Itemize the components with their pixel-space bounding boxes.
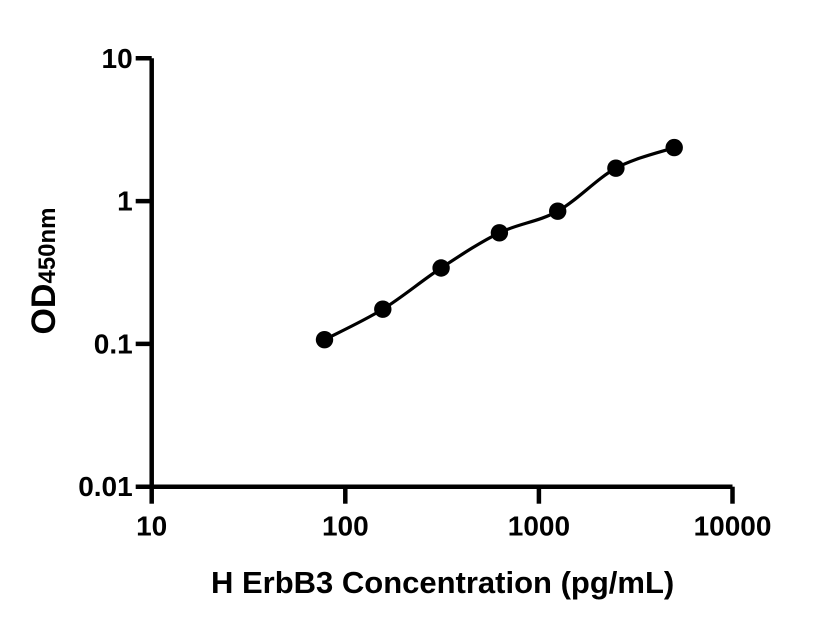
y-tick-label: 1 <box>117 186 133 217</box>
x-tick-label: 10000 <box>694 511 772 542</box>
data-series <box>315 138 683 349</box>
y-axis-title: OD450nm <box>25 207 63 334</box>
x-tick-label: 100 <box>322 511 369 542</box>
y-axis-title-main: OD <box>25 284 63 335</box>
x-tick-label: 1000 <box>508 511 570 542</box>
data-point <box>607 159 625 177</box>
x-axis-title: H ErbB3 Concentration (pg/mL) <box>211 565 674 600</box>
data-point <box>432 259 450 277</box>
y-axis-title-subscript: 450nm <box>34 207 61 283</box>
data-point <box>374 300 392 318</box>
data-point <box>665 138 683 157</box>
data-point <box>490 224 509 242</box>
y-tick-label: 10 <box>102 43 133 74</box>
y-tick-label: 0.01 <box>78 471 133 502</box>
data-point <box>315 331 334 349</box>
axis-ticks <box>135 56 735 504</box>
y-tick-label: 0.1 <box>94 328 133 359</box>
x-tick-label: 10 <box>136 511 167 542</box>
data-point <box>549 202 567 220</box>
